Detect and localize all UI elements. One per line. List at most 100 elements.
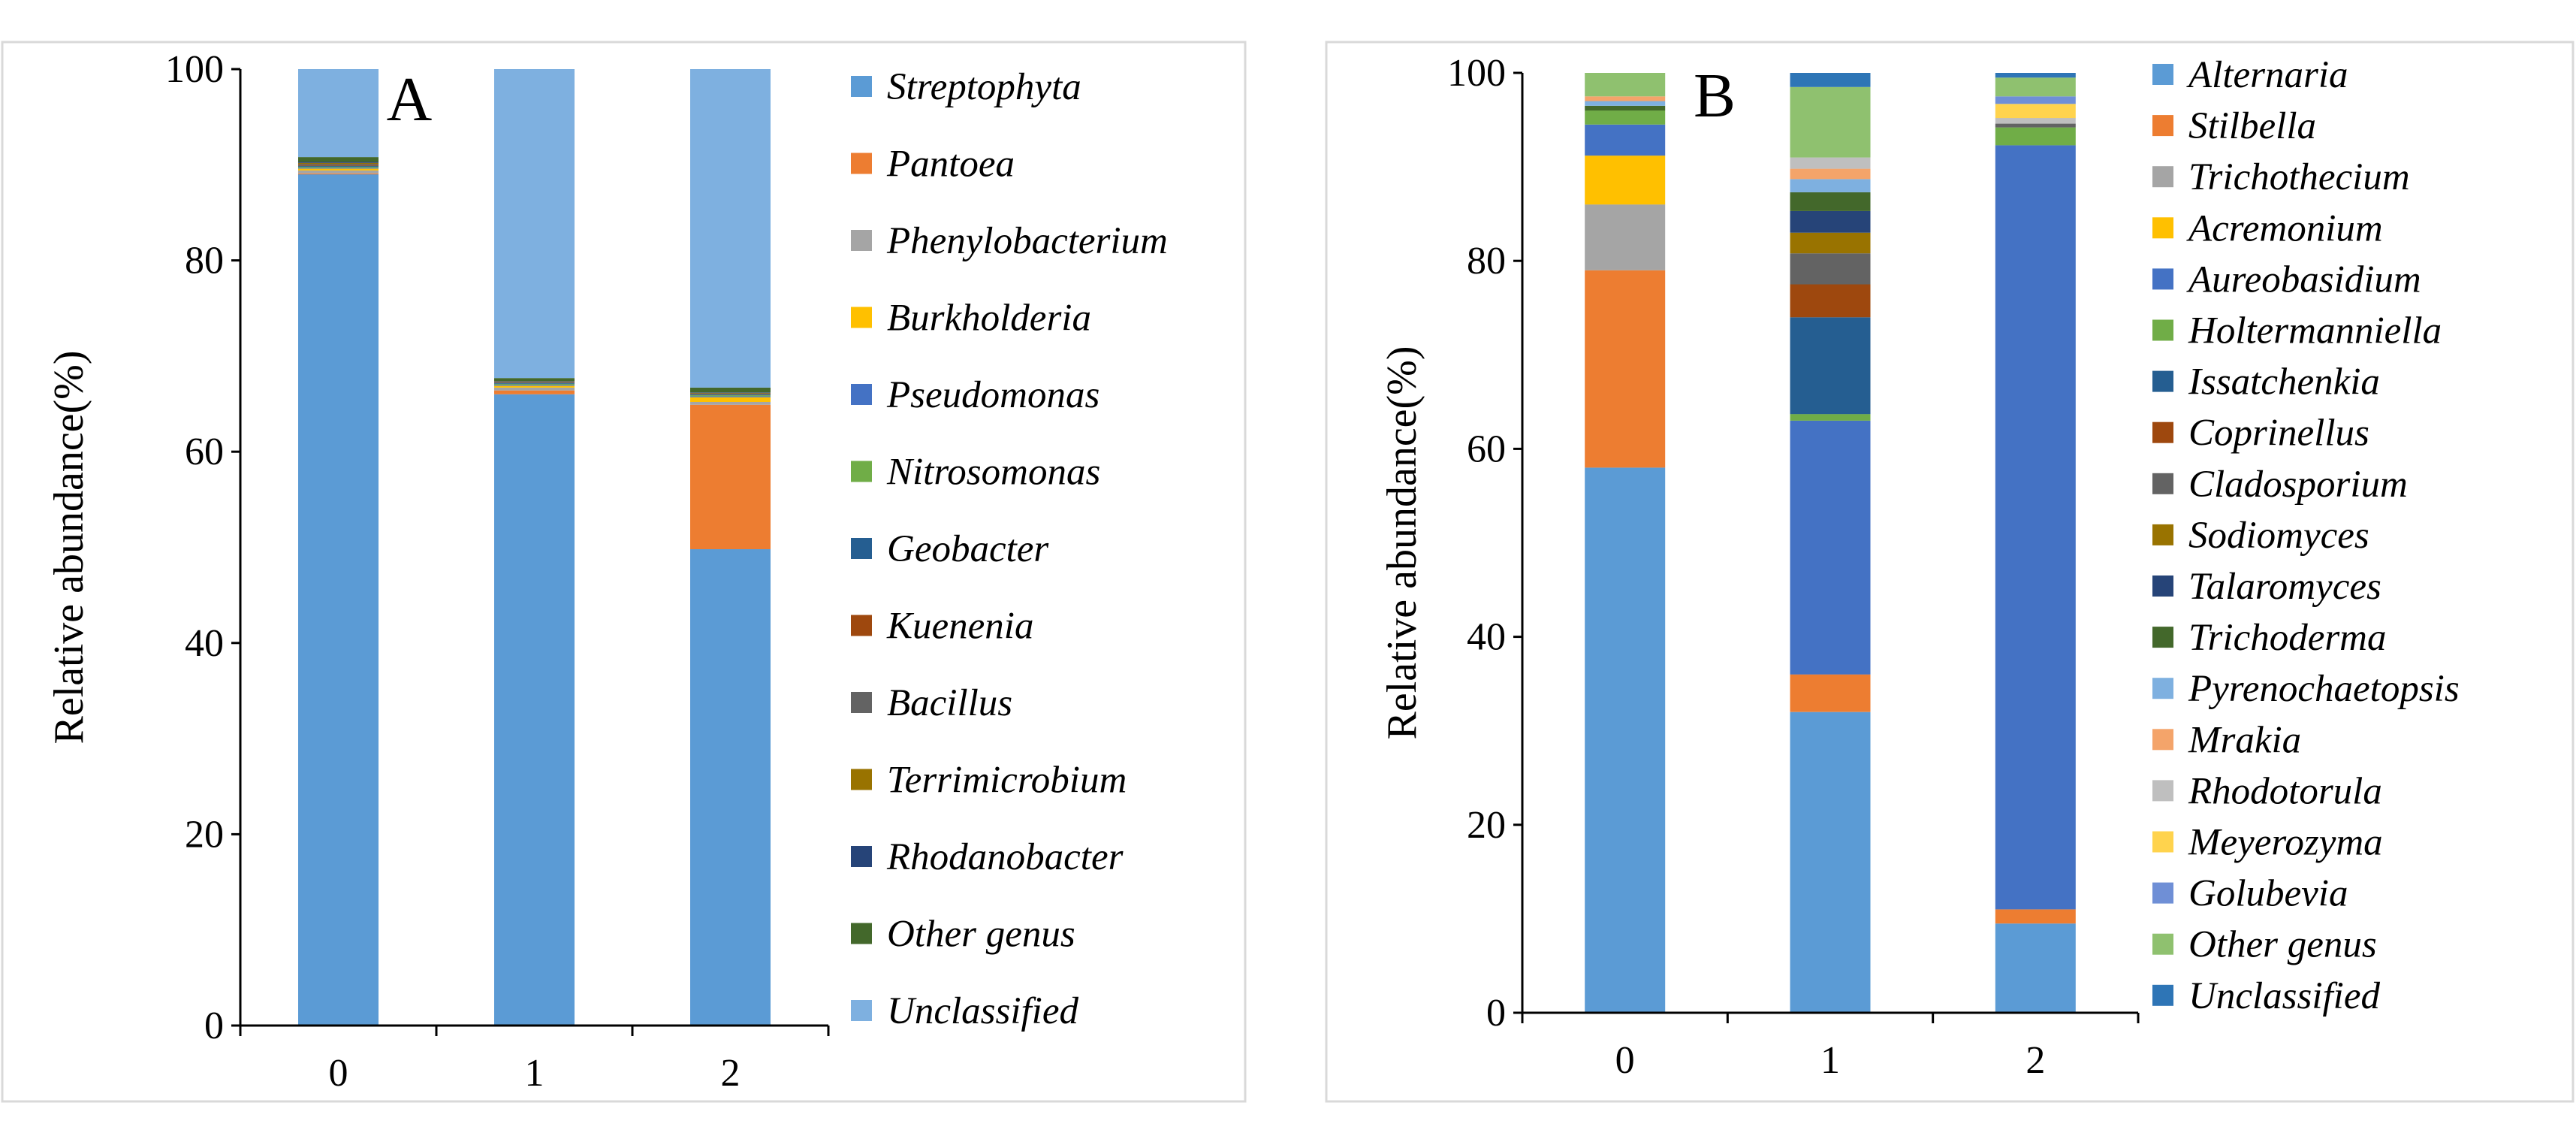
panel-b-legend-swatch (2152, 319, 2173, 341)
panel-a-y-tick-label: 0 (204, 1005, 224, 1047)
panel-a-bar-2-nitrosomonas (690, 395, 771, 397)
panel-b-bar-2-aureobasidium (1995, 145, 2076, 910)
panel-a-legend-swatch (851, 846, 872, 867)
panel-b-legend-label: Pyrenochaetopsis (2188, 668, 2460, 710)
panel-b-bar-2-golubevia (1995, 96, 2076, 104)
panel-a-legend-swatch (851, 923, 872, 944)
panel-a-legend-label: Nitrosomonas (886, 452, 1100, 494)
panel-b-legend-label: Holtermanniella (2188, 310, 2442, 352)
panel-b-legend-label: Mrakia (2188, 719, 2301, 761)
panel-b-legend-label: Issatchenkia (2188, 361, 2380, 403)
panel-b-legend-label: Aureobasidium (2186, 258, 2421, 301)
panel-b-legend-swatch (2152, 576, 2173, 597)
panel-a-legend-label: Streptophyta (887, 66, 1081, 108)
panel-b-bar-0-holtermanniella (1585, 110, 1666, 125)
panel-b-bar-0-aureobasidium (1585, 124, 1666, 156)
panel-b-y-axis-title: Relative abundance(%) (1379, 346, 1425, 740)
panel-a-bar-1-streptophyta (494, 394, 575, 1026)
panel-a-bar-1-kuenenia (494, 382, 575, 383)
panel-a-legend-swatch (851, 1000, 872, 1021)
panel-a-legend-label: Phenylobacterium (886, 220, 1168, 262)
panel-b-legend-swatch (2152, 882, 2173, 904)
panel-a-bar-0-bacillus (298, 164, 379, 165)
panel-a-legend-swatch (851, 230, 872, 251)
panel-a-legend-label: Kuenenia (886, 606, 1033, 648)
panel-b-legend-label: Rhodotorula (2188, 770, 2382, 812)
panel-b-bar-1-aureobasidium (1790, 420, 1871, 675)
panel-b-legend-swatch (2152, 831, 2173, 853)
panel-a-legend-label: Bacillus (887, 682, 1012, 724)
panel-b-bar-0-acremonium (1585, 156, 1666, 205)
panel-a-legend-label: Pantoea (886, 144, 1015, 186)
panel-b-bar-1-holtermanniella (1790, 414, 1871, 421)
panel-a-bar-2-terrimicrobium (690, 392, 771, 394)
panel-b-y-tick-label: 40 (1467, 616, 1506, 659)
panel-b-legend-swatch (2152, 933, 2173, 955)
panel-a-bar-2-geobacter (690, 394, 771, 396)
panel-a-bar-1-pantoea (494, 390, 575, 394)
panel-b-x-tick-label: 2 (2026, 1039, 2045, 1082)
panel-b-bar-2-stilbella (1995, 909, 2076, 924)
panel-a-legend-label: Other genus (887, 914, 1075, 956)
panel-a-legend-swatch (851, 769, 872, 790)
panel-b-bar-1-trichoderma (1790, 192, 1871, 211)
panel-a-bar-0-other-genus (298, 157, 379, 162)
panel-a-bar-1-burkholderia (494, 385, 575, 388)
panel-b-legend-swatch (2152, 370, 2173, 392)
panel-b-legend-swatch (2152, 729, 2173, 751)
panel-a-legend-swatch (851, 692, 872, 713)
panel-a-y-tick-label: 80 (185, 240, 224, 282)
panel-a-y-tick-label: 20 (185, 813, 224, 856)
panel-a-bar-2-rhodanobacter (690, 392, 771, 393)
panel-b-bar-1-mrakia (1790, 168, 1871, 180)
panel-a-bar-1-other-genus (494, 378, 575, 381)
panel-b-legend-swatch (2152, 780, 2173, 802)
panel-a-bar-2-streptophyta (690, 549, 771, 1026)
panel-b-legend-swatch (2152, 268, 2173, 290)
panel-b-legend-label: Stilbella (2188, 105, 2316, 147)
panel-a-bar-1-nitrosomonas (494, 383, 575, 385)
panel-b-legend-label: Other genus (2188, 924, 2377, 966)
panel-b-legend-swatch (2152, 217, 2173, 239)
panel-b-y-tick-label: 80 (1467, 240, 1506, 282)
panel-b-y-tick-label: 0 (1486, 992, 1506, 1035)
panel-b-bar-1-rhodotorula (1790, 157, 1871, 169)
panel-a-legend-label: Unclassified (887, 990, 1078, 1032)
panel-a-chart: 0 20 40 60 80 100 0 1 2 Relative abundance(%) A Str… (46, 48, 1168, 1095)
panel-b-legend-swatch (2152, 115, 2173, 137)
panel-a-letter: A (387, 65, 433, 134)
panel-a-bar-0-nitrosomonas (298, 166, 379, 168)
panel-a-legend-swatch (851, 153, 872, 174)
panel-b-legend-label: Cladosporium (2188, 464, 2408, 506)
panel-b-bar-1-unclassified (1790, 73, 1871, 87)
panel-a-x-tick-label: 1 (525, 1052, 544, 1095)
panel-a-bar-0-geobacter (298, 165, 379, 167)
panel-b-legend-label: Unclassified (2188, 975, 2380, 1017)
panel-b-legend-label: Sodiomyces (2188, 515, 2369, 557)
panel-b-legend-swatch (2152, 627, 2173, 648)
panel-b-legend-swatch (2152, 524, 2173, 545)
panel-a-x-tick-label: 0 (329, 1052, 348, 1095)
panel-a-y-tick-label: 100 (165, 48, 224, 91)
panel-b-legend-label: Talaromyces (2188, 566, 2381, 608)
panel-b-legend-label: Acremonium (2186, 207, 2383, 249)
panel-b-legend-swatch (2152, 421, 2173, 443)
panel-b-x-tick-label: 0 (1615, 1039, 1635, 1082)
panel-a-bar-1-rhodanobacter (494, 381, 575, 382)
panel-a-bar-0-rhodanobacter (298, 162, 379, 163)
panel-a-legend-swatch (851, 307, 872, 328)
panel-a-bar-0-unclassified (298, 69, 379, 158)
panel-a-y-tick-label: 60 (185, 430, 224, 473)
panel-b-bar-1-alternaria (1790, 711, 1871, 1013)
panel-a-legend-label: Pseudomonas (886, 374, 1099, 416)
panel-b-y-tick-label: 100 (1447, 52, 1506, 95)
panel-b-bar-1-stilbella (1790, 674, 1871, 712)
panel-a-bar-0-streptophyta (298, 174, 379, 1026)
panel-a-legend-swatch (851, 615, 872, 636)
panel-a-frame (1, 41, 1247, 1103)
panel-b-legend-label: Coprinellus (2188, 412, 2369, 455)
panel-b-bar-1-issatchenkia (1790, 317, 1871, 415)
panel-b-bar-2-unclassified (1995, 73, 2076, 78)
panel-b-legend-swatch (2152, 64, 2173, 85)
panel-a-bar-0-burkholderia (298, 168, 379, 171)
